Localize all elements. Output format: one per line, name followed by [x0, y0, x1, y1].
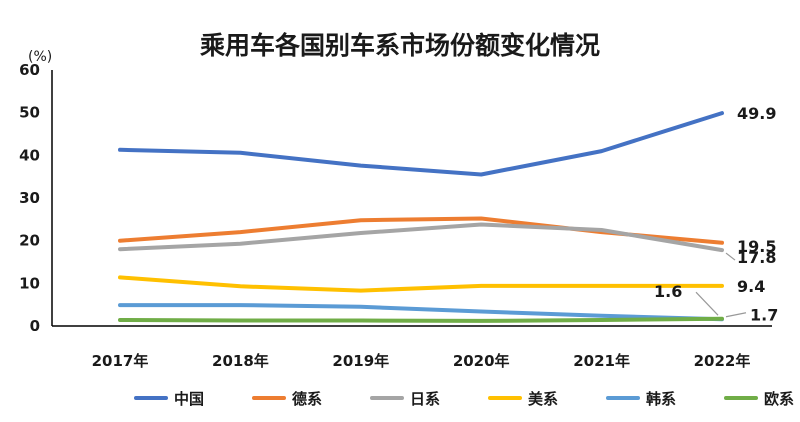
label-leader-line — [725, 312, 747, 318]
end-value-label: 1.6 — [654, 282, 682, 301]
y-tick-label: 10 — [19, 274, 40, 292]
legend-label: 中国 — [174, 390, 204, 408]
y-tick-label: 50 — [19, 104, 40, 122]
x-tick-label: 2018年 — [212, 352, 269, 370]
y-tick-label: 60 — [19, 61, 40, 79]
end-value-label: 49.9 — [737, 104, 776, 123]
series-line-5 — [118, 316, 724, 323]
y-axis-unit: (%) — [28, 49, 52, 65]
end-value-label: 9.4 — [737, 277, 765, 296]
legend-label: 日系 — [410, 390, 440, 408]
x-tick-label: 2017年 — [92, 352, 149, 370]
series-line-2 — [118, 222, 724, 253]
y-tick-label: 30 — [19, 189, 40, 207]
y-tick-label: 0 — [30, 317, 40, 335]
legend-label: 美系 — [528, 390, 558, 408]
label-leader-line — [695, 291, 719, 316]
label-leader-line — [725, 252, 736, 261]
legend-label: 欧系 — [764, 390, 794, 408]
x-tick-label: 2022年 — [694, 352, 751, 370]
x-tick-label: 2020年 — [453, 352, 510, 370]
legend-label: 韩系 — [646, 390, 676, 408]
y-tick-label: 20 — [19, 232, 40, 250]
end-value-label: 19.5 — [737, 237, 776, 256]
x-tick-label: 2021年 — [573, 352, 630, 370]
series-line-3 — [118, 275, 724, 293]
y-tick-label: 40 — [19, 146, 40, 164]
legend-label: 德系 — [292, 390, 322, 408]
series-line-4 — [118, 303, 724, 322]
end-value-label: 1.7 — [750, 306, 778, 325]
x-tick-label: 2019年 — [332, 352, 389, 370]
end-value-label: 17.8 — [737, 248, 776, 267]
series-line-0 — [118, 111, 724, 177]
chart-title: 乘用车各国别车系市场份额变化情况 — [200, 31, 600, 60]
